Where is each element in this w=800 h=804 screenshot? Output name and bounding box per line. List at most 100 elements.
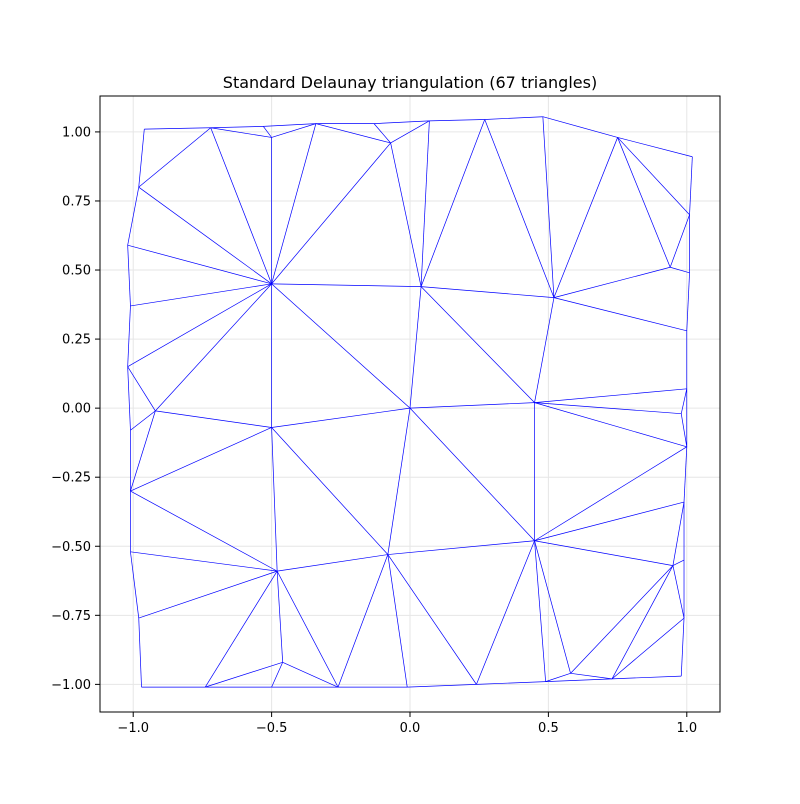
triangle-edge [484,119,555,298]
triangle-edge [271,662,283,688]
triangle-edge [545,672,571,682]
x-tick-label: −1.0 [117,721,149,736]
triangle-edge [409,407,535,541]
y-tick-label: −0.50 [51,540,91,555]
triangle-edge [127,366,131,431]
triangle-edge [672,559,685,566]
triangle-edge [315,123,391,144]
triangle-edge [271,407,411,428]
triangle-edge [127,187,140,246]
triangle-edge [138,618,142,688]
triangle-edge [271,283,411,409]
triangle-edge [545,678,613,682]
triangle-edge [553,297,687,332]
triangle-edge [130,283,272,307]
triangle-edge [553,266,671,298]
triangle-edge [542,116,618,138]
triangle-edge [130,551,278,572]
triangle-edge [429,119,485,122]
y-tick-label: −0.75 [51,609,91,624]
triangle-edge [390,142,422,287]
triangle-edge [680,388,688,414]
triangle-edge [127,366,156,412]
triangle-edge [683,446,688,503]
triangle-edge [534,540,674,566]
x-tick-label: 0.0 [400,721,421,736]
triangle-edge [670,266,690,274]
triangle-edge [420,119,486,287]
triangle-edge [276,571,284,663]
triangle-edge [686,272,690,331]
triangle-edge [534,402,687,448]
triangle-edge [476,540,535,685]
y-tick-label: −0.25 [51,471,91,486]
triangle-edge [421,286,554,298]
x-tick-label: 1.0 [676,721,697,736]
triangle-edge [534,388,687,403]
triangle-edge [130,410,156,492]
triangle-edge [420,286,535,403]
triangle-edge [407,684,477,688]
triangle-edge [337,554,389,688]
triangle-edge [205,661,283,688]
triangle-edge [534,402,682,415]
triangle-edge [263,123,316,127]
triangle-edge [144,127,211,130]
triangle-edge [570,565,674,674]
triangle-edge [612,675,682,680]
triangle-edge [680,413,688,447]
triangle-edge [611,565,674,680]
x-tick-label: −0.5 [256,721,288,736]
triangle-edge [130,490,278,572]
triangle-edge [390,120,430,144]
triangle-edge [387,408,411,555]
triangle-edge [553,137,618,298]
triangle-edge [155,283,272,412]
x-axis-ticks: −1.0 −0.5 0.0 0.5 1.0 [117,712,697,736]
triangle-edge [542,116,555,298]
y-tick-label: −1.00 [51,678,91,693]
triangle-edge [534,297,555,403]
x-tick-label: 0.5 [538,721,559,736]
triangle-edge [277,554,388,572]
triangle-edge [570,672,613,680]
triangle-edge [271,427,278,572]
triangle-edge [373,123,391,144]
triangle-edge [271,123,316,138]
triangle-edge [204,570,278,688]
y-tick-label: 0.00 [62,402,91,417]
y-tick-label: 1.00 [62,125,91,140]
triangle-edge [271,142,391,285]
triangle-edge [476,681,546,685]
triangle-edge [374,120,430,124]
triangle-edge [210,127,272,138]
triangle-edge [210,126,264,129]
triangle-edge [138,127,211,188]
triangle-edge [271,283,422,287]
triangle-edge [672,502,685,566]
y-tick-label: 0.75 [62,194,91,209]
triangulation-edges [127,116,693,688]
triangle-edge [127,244,272,285]
triangle-edge [387,554,477,685]
triangle-edge [611,617,685,680]
triangle-edge [271,427,389,555]
triangle-edge [387,554,408,688]
triangle-edge [282,661,339,688]
triangle-edge [130,410,156,431]
triangle-edge [130,551,140,619]
y-tick-label: 0.50 [62,264,91,279]
triangle-edge [617,137,693,158]
triangle-edge [484,116,543,120]
triangle-edge [155,410,272,428]
triangle-edge [127,305,131,367]
triangle-edge [669,214,690,268]
chart-title: Standard Delaunay triangulation (67 tria… [223,73,597,92]
triangle-edge [130,427,272,492]
triangle-edge [409,402,535,409]
triangle-edge [534,540,571,674]
triangle-edge [138,186,272,285]
triangle-edge [672,565,685,619]
triangle-edge [138,129,145,188]
triangle-edge [387,540,535,555]
